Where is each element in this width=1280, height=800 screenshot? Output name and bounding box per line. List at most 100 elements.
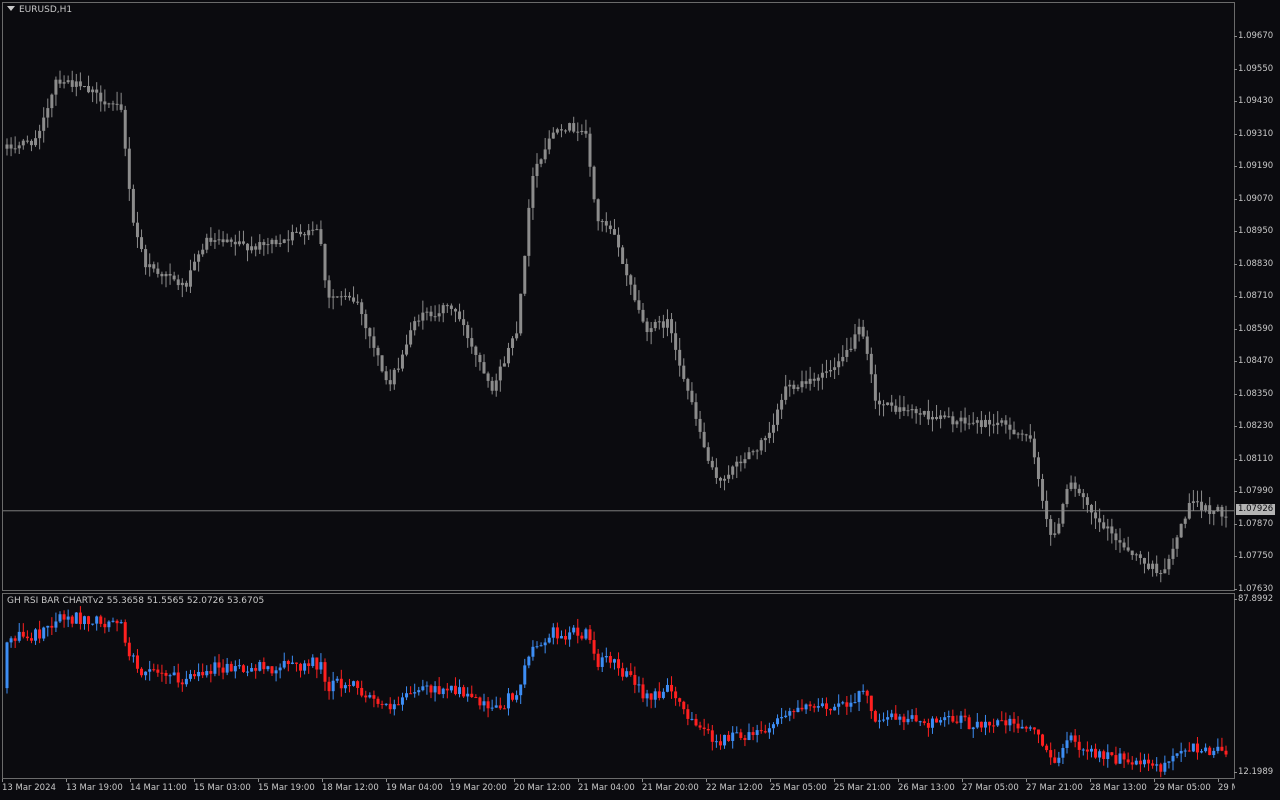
- rsi-bar: [152, 663, 156, 672]
- price-bar: [824, 359, 828, 379]
- price-bar: [857, 318, 861, 342]
- price-bar: [665, 309, 669, 337]
- price-bar: [604, 212, 608, 233]
- price-tick-label: 1.08950: [1233, 226, 1274, 237]
- price-bar: [278, 234, 282, 248]
- rsi-bar: [547, 633, 551, 644]
- rsi-bar: [1208, 745, 1212, 756]
- rsi-bar: [498, 697, 502, 710]
- rsi-bar: [930, 716, 934, 734]
- rsi-bar: [996, 718, 1000, 727]
- price-bar: [270, 238, 274, 254]
- rsi-bar: [698, 721, 702, 731]
- rsi-bar: [188, 669, 192, 682]
- dropdown-arrow-icon[interactable]: [7, 6, 15, 11]
- price-bar: [50, 93, 54, 118]
- rsi-bar: [637, 676, 641, 693]
- price-bar: [947, 407, 951, 418]
- indicator-subwindow[interactable]: GH RSI BAR CHARTv2 55.3658 51.5565 52.07…: [2, 593, 1235, 779]
- rsi-bar: [339, 669, 343, 697]
- chart-symbol-title[interactable]: EURUSD,H1: [7, 5, 72, 15]
- price-bar: [653, 319, 657, 332]
- price-bar: [637, 290, 641, 314]
- price-bar: [894, 399, 898, 415]
- indicator-scale-max: 87.8992: [1233, 594, 1274, 604]
- price-bar: [339, 291, 343, 306]
- price-bar: [233, 234, 237, 256]
- candlestick-plot[interactable]: [3, 3, 1234, 590]
- price-bar: [1134, 552, 1138, 561]
- price-bar: [21, 138, 25, 150]
- rsi-bar: [584, 627, 588, 641]
- rsi-bar: [270, 666, 274, 677]
- price-bar: [645, 317, 649, 342]
- price-scale[interactable]: 1.09670 1.09550 1.09430 1.09310 1.09190 1.090…: [1233, 2, 1280, 594]
- rsi-bar: [213, 656, 217, 677]
- rsi-bar: [1142, 753, 1146, 768]
- price-bar: [710, 456, 714, 470]
- rsi-bar: [763, 724, 767, 734]
- indicator-scale[interactable]: 87.8992 12.1989: [1233, 593, 1280, 779]
- price-bar: [621, 245, 625, 265]
- price-bar: [470, 327, 474, 354]
- rsi-bar: [193, 670, 197, 680]
- time-tick-label: 29 Mar 05:00: [1154, 779, 1211, 793]
- price-bar: [188, 259, 192, 294]
- price-bar: [1163, 558, 1167, 574]
- rsi-bar: [1138, 752, 1142, 773]
- price-bar: [356, 294, 360, 305]
- rsi-bar: [967, 714, 971, 730]
- rsi-bar: [1134, 757, 1138, 766]
- rsi-bar: [951, 709, 955, 723]
- rsi-bar: [343, 682, 347, 693]
- price-bar: [421, 300, 425, 330]
- main-price-chart[interactable]: EURUSD,H1: [2, 2, 1235, 591]
- time-tick-label: 14 Mar 11:00: [130, 779, 187, 793]
- price-bar: [555, 127, 559, 135]
- time-scale[interactable]: 13 Mar 2024 13 Mar 19:00 14 Mar 11:00 15 Ma…: [0, 779, 1275, 800]
- price-bar: [17, 141, 21, 154]
- price-bar: [5, 138, 9, 156]
- rsi-bar: [678, 697, 682, 707]
- price-bar: [714, 458, 718, 484]
- rsi-bar: [172, 665, 176, 676]
- price-bar: [95, 82, 99, 104]
- price-bar: [1098, 508, 1102, 532]
- price-bar: [829, 360, 833, 378]
- rsi-bar: [918, 720, 922, 727]
- rsi-bar: [311, 654, 315, 668]
- price-bar: [441, 302, 445, 323]
- rsi-bar: [1204, 743, 1208, 753]
- rsi-bar: [466, 687, 470, 702]
- rsi-bar: [702, 718, 706, 736]
- rsi-bar-plot[interactable]: [3, 594, 1234, 778]
- rsi-bar: [551, 623, 555, 645]
- price-bar: [584, 119, 588, 138]
- price-bar: [963, 407, 967, 431]
- rsi-bar: [564, 629, 568, 645]
- rsi-bar: [1053, 749, 1057, 764]
- rsi-bar: [1065, 731, 1069, 754]
- rsi-bar: [315, 657, 319, 679]
- price-tick-label: 1.07750: [1233, 551, 1274, 562]
- price-bar: [323, 243, 327, 288]
- price-bar: [453, 307, 457, 323]
- rsi-bar: [906, 710, 910, 725]
- time-tick-label: 25 Mar 05:00: [770, 779, 827, 793]
- price-bar: [331, 289, 335, 310]
- price-bar: [1077, 484, 1081, 497]
- rsi-bar: [841, 700, 845, 705]
- price-bar: [996, 411, 1000, 435]
- rsi-bar: [1004, 712, 1008, 734]
- rsi-bar: [1200, 748, 1204, 754]
- price-bar: [886, 402, 890, 406]
- rsi-bar: [405, 686, 409, 701]
- price-bar: [1102, 514, 1106, 530]
- rsi-bar: [303, 660, 307, 675]
- rsi-bar: [820, 697, 824, 708]
- price-bar: [617, 227, 621, 257]
- rsi-bar: [1077, 735, 1081, 758]
- price-bar: [99, 85, 103, 112]
- rsi-bar: [1028, 725, 1032, 731]
- rsi-bar: [409, 686, 413, 695]
